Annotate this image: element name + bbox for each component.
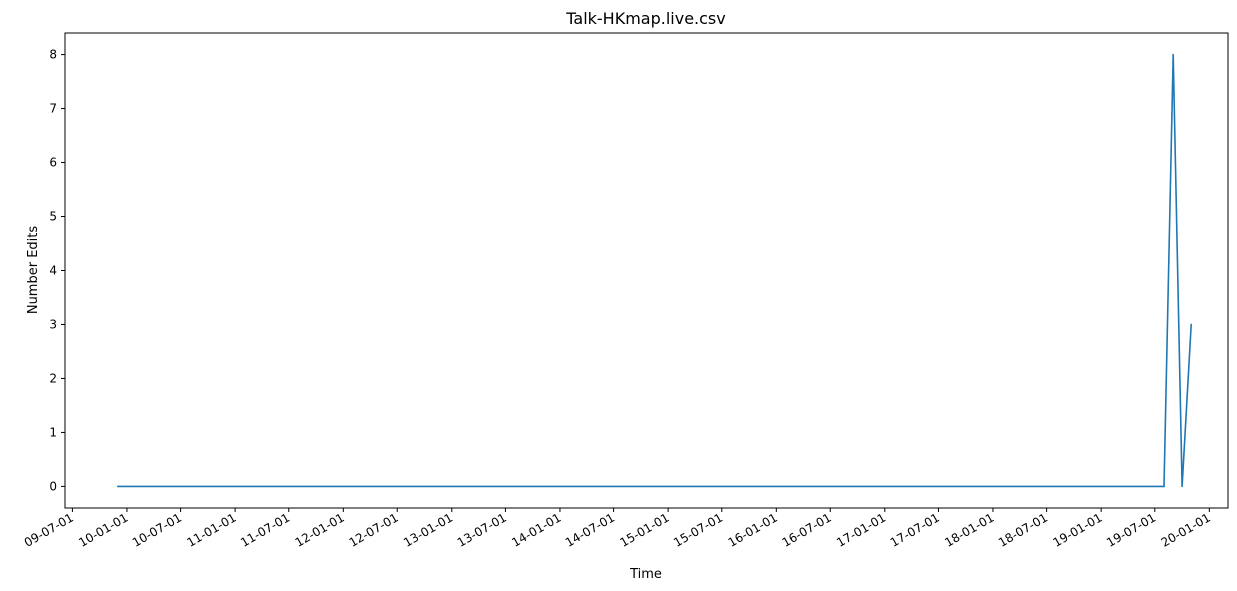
y-tick-label: 5	[49, 210, 57, 224]
x-axis-title: Time	[629, 567, 662, 582]
x-tick-label: 14-01-01	[509, 510, 563, 549]
x-tick-label: 19-01-01	[1050, 510, 1104, 549]
y-tick-label: 6	[49, 156, 57, 170]
data-point	[1163, 485, 1165, 488]
x-tick-label: 16-07-01	[780, 510, 834, 549]
chart-title: Talk-HKmap.live.csv	[565, 9, 725, 28]
x-tick-label: 18-07-01	[996, 510, 1050, 549]
x-tick-label: 13-01-01	[401, 510, 455, 549]
data-point	[1172, 53, 1174, 56]
x-tick-label: 15-01-01	[617, 510, 671, 549]
x-tick-label: 09-07-01	[22, 510, 76, 549]
x-tick-label: 12-07-01	[347, 510, 401, 549]
x-tick-label: 12-01-01	[293, 510, 347, 549]
x-tick-label: 11-01-01	[184, 510, 238, 549]
y-axis: 0 1 2 3 4 5 6 7 8	[49, 48, 65, 493]
x-tick-label: 15-07-01	[671, 510, 725, 549]
y-tick-label: 4	[49, 264, 57, 278]
x-tick-label: 14-07-01	[563, 510, 617, 549]
data-point	[1181, 485, 1183, 488]
y-tick-label: 1	[49, 425, 57, 439]
x-tick-label: 19-07-01	[1104, 510, 1158, 549]
y-tick-label: 2	[49, 371, 57, 385]
x-tick-label: 17-01-01	[834, 510, 888, 549]
x-tick-label: 11-07-01	[238, 510, 292, 549]
x-tick-label: 10-01-01	[76, 510, 130, 549]
data-point	[1190, 323, 1193, 326]
x-tick-label: 18-01-01	[942, 510, 996, 549]
y-tick-label: 8	[49, 48, 57, 62]
plot-frame	[64, 32, 1229, 509]
series-line	[117, 54, 1192, 488]
y-tick-label: 0	[49, 479, 57, 493]
y-tick-label: 7	[49, 102, 57, 116]
y-axis-title: Number Edits	[26, 226, 41, 315]
series-group	[116, 53, 1193, 488]
x-axis: 09-07-01 10-01-01 10-07-01 11-01-01 11-07-01…	[22, 508, 1213, 550]
data-point	[116, 485, 119, 488]
y-tick-label: 3	[49, 317, 57, 331]
x-tick-label: 17-07-01	[888, 510, 942, 549]
x-tick-label: 16-01-01	[726, 510, 780, 549]
x-tick-label: 20-01-01	[1159, 510, 1213, 549]
x-tick-label: 10-07-01	[130, 510, 184, 549]
x-tick-label: 13-07-01	[455, 510, 509, 549]
